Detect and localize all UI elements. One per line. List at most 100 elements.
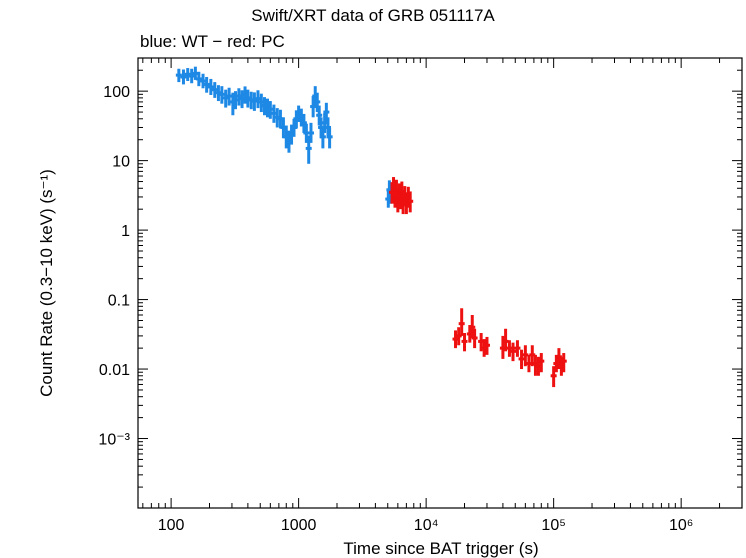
data-point	[232, 98, 239, 102]
data-point	[510, 349, 517, 353]
data-point	[235, 94, 242, 98]
data-point	[175, 73, 182, 77]
data-point	[203, 82, 210, 86]
y-tick-label: 10	[112, 154, 130, 171]
data-point	[291, 125, 298, 129]
data-point	[188, 74, 195, 78]
plot-frame	[137, 57, 743, 509]
data-point	[558, 364, 565, 368]
data-point	[401, 194, 408, 198]
series-wt	[175, 66, 394, 208]
data-point	[502, 339, 509, 343]
data-point	[405, 195, 412, 199]
data-point	[471, 336, 478, 340]
data-point	[192, 71, 199, 75]
data-point	[518, 357, 525, 361]
data-point	[478, 339, 485, 343]
series-pc	[389, 177, 567, 388]
data-point	[195, 77, 202, 81]
data-point	[455, 334, 462, 338]
data-point	[550, 374, 557, 378]
y-tick-label: 100	[103, 84, 130, 101]
data-point	[285, 139, 292, 143]
data-point	[211, 88, 218, 92]
data-point	[538, 359, 545, 363]
data-point	[254, 97, 261, 101]
data-point	[525, 362, 532, 366]
data-point	[323, 110, 330, 114]
data-point	[184, 72, 191, 76]
data-point	[298, 115, 305, 119]
data-point	[244, 96, 251, 100]
data-point	[242, 92, 249, 96]
data-point	[288, 132, 295, 136]
data-point	[403, 200, 410, 204]
data-point	[293, 117, 300, 121]
data-point	[499, 346, 506, 350]
data-series	[175, 66, 567, 388]
data-point	[532, 362, 539, 366]
data-point	[207, 85, 214, 89]
data-point	[218, 92, 225, 96]
data-point	[229, 100, 236, 104]
data-point	[280, 125, 287, 129]
data-point	[303, 131, 310, 135]
data-point	[305, 146, 312, 150]
data-point	[458, 322, 465, 326]
data-point	[180, 75, 187, 79]
data-point	[461, 339, 468, 343]
data-point	[553, 362, 560, 366]
x-tick-label: 1000	[281, 517, 317, 534]
data-point	[261, 104, 268, 108]
data-point	[506, 346, 513, 350]
x-tick-label: 10⁴	[414, 517, 439, 534]
data-point	[514, 346, 521, 350]
x-tick-label: 10⁶	[669, 517, 693, 534]
data-point	[295, 111, 302, 115]
data-point	[248, 98, 255, 102]
y-axis-label: Count Rate (0.3−10 keV) (s⁻¹)	[37, 169, 56, 397]
x-axis-label: Time since BAT trigger (s)	[343, 539, 538, 558]
data-point	[274, 115, 281, 119]
data-point	[258, 100, 265, 104]
data-point	[389, 190, 396, 194]
data-point	[200, 79, 207, 83]
data-point	[314, 100, 321, 104]
data-point	[326, 135, 333, 139]
data-point	[325, 125, 332, 129]
data-point	[316, 113, 323, 117]
data-point	[400, 202, 407, 206]
data-point	[321, 121, 328, 125]
data-point	[560, 359, 567, 363]
data-point	[283, 135, 290, 139]
data-point	[251, 99, 258, 103]
data-point	[522, 353, 529, 357]
data-point	[270, 111, 277, 115]
data-point	[398, 189, 405, 193]
data-point	[452, 337, 459, 341]
data-point	[407, 199, 414, 203]
y-tick-label: 10⁻³	[98, 432, 130, 449]
x-tick-label: 100	[158, 517, 185, 534]
data-point	[385, 197, 392, 201]
data-point	[239, 97, 246, 101]
data-point	[222, 96, 229, 100]
data-point	[555, 355, 562, 359]
data-point	[307, 131, 314, 135]
data-point	[469, 325, 476, 329]
data-point	[529, 353, 536, 357]
data-point	[267, 107, 274, 111]
data-point	[319, 135, 326, 139]
data-point	[226, 94, 233, 98]
y-tick-label: 0.01	[99, 362, 130, 379]
data-point	[310, 105, 317, 109]
data-point	[393, 188, 400, 192]
y-tick-label: 1	[121, 223, 130, 240]
data-point	[215, 91, 222, 95]
axis-ticks: 100 1000 10⁴ 10⁵ 10⁶ 10⁻³ 0.01 0.1 1 10 100	[98, 57, 743, 534]
data-point	[483, 343, 490, 347]
data-point	[277, 117, 284, 121]
x-tick-label: 10⁵	[541, 517, 565, 534]
data-point	[318, 125, 325, 129]
